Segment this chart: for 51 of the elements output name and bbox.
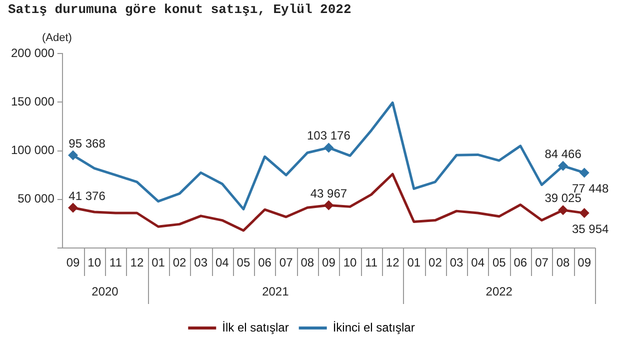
point — [579, 208, 590, 218]
x-tick-label: 04 — [215, 256, 230, 270]
x-tick-label: 09 — [578, 256, 592, 270]
data-label: 43 967 — [310, 186, 348, 200]
point — [579, 168, 590, 178]
x-tick-label: 06 — [514, 256, 528, 270]
text: 2022 — [486, 284, 513, 298]
x-tick-label: 05 — [492, 256, 506, 270]
x-tick-label: 03 — [194, 256, 208, 270]
legend-label: İkinci el satışlar — [332, 320, 415, 334]
y-tick-label: 50 000 — [18, 192, 55, 206]
point — [68, 202, 78, 213]
x-tick-label: 07 — [279, 256, 294, 270]
point — [324, 200, 334, 210]
y-tick-label: 100 000 — [10, 143, 55, 158]
x-tick-label: 01 — [407, 256, 421, 270]
data-label: 95 368 — [68, 136, 106, 150]
point — [558, 205, 568, 216]
x-tick-label: 03 — [450, 256, 464, 270]
x-tick-label: 12 — [386, 256, 400, 270]
chart-title: Satış durumuna göre konut satışı, Eylül 2022 — [8, 2, 352, 18]
x-tick-label: 08 — [300, 256, 314, 270]
data-label: 35 954 — [572, 222, 610, 236]
x-tick-label: 11 — [109, 256, 122, 270]
x-tick-label: 02 — [428, 256, 442, 270]
x-tick-label: 05 — [236, 256, 250, 270]
x-tick-label: 02 — [172, 256, 187, 270]
x-tick-label: 12 — [130, 256, 144, 270]
point — [68, 150, 78, 160]
x-tick-label: 11 — [365, 256, 378, 270]
x-tick-label: 07 — [535, 256, 549, 270]
point — [558, 160, 568, 171]
y-tick-label: 150 000 — [10, 94, 55, 109]
x-tick-label: 04 — [471, 256, 485, 270]
y-tick-label: 200 000 — [10, 46, 55, 60]
text: 2020 — [92, 284, 119, 298]
data-label: 103 176 — [306, 128, 351, 143]
x-tick-label: 09 — [322, 256, 336, 270]
x-tick-label: 06 — [258, 256, 272, 270]
y-axis-title: (Adet) — [42, 32, 72, 44]
x-tick-label: 10 — [343, 256, 357, 270]
x-tick-label: 08 — [556, 256, 570, 270]
data-label: 39 025 — [544, 191, 582, 206]
text: 2021 — [262, 284, 290, 298]
point — [324, 142, 334, 153]
x-tick-label: 01 — [152, 256, 166, 270]
data-label: 41 376 — [68, 188, 106, 203]
data-label: 84 466 — [544, 146, 582, 161]
x-tick-label: 10 — [88, 256, 102, 270]
x-tick-label: 09 — [66, 256, 80, 270]
legend-label: İlk el satışlar — [222, 320, 289, 334]
